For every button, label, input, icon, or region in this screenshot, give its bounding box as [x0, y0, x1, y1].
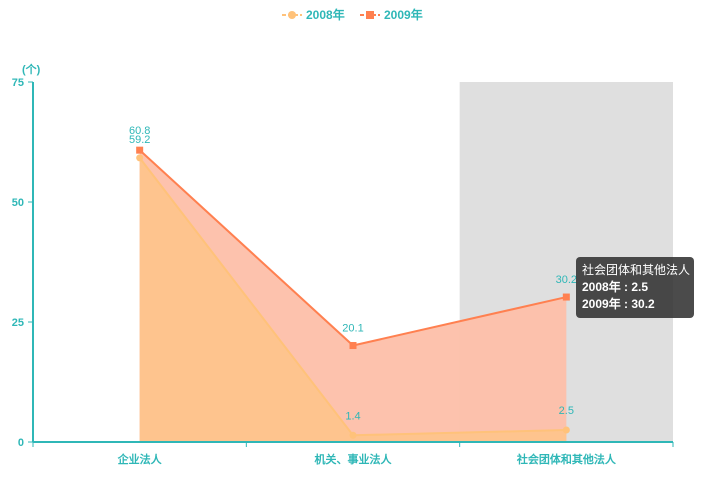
y-tick-label: 75: [12, 77, 24, 89]
area-2008年: [139, 157, 567, 442]
x-tick-label: 企业法人: [117, 452, 163, 466]
y-tick-label: 50: [12, 197, 24, 209]
tooltip-row-2008: 2008年 : 2.5: [582, 280, 649, 294]
data-label: 1.4: [345, 410, 360, 422]
legend-label: 2008年: [306, 7, 345, 22]
tooltip-value: 30.2: [631, 297, 655, 311]
y-tick-label: 0: [18, 437, 24, 449]
y-axis-unit: (个): [22, 62, 41, 76]
data-label: 60.8: [129, 125, 150, 137]
tooltip-series-name: 2008年: [582, 280, 621, 294]
tooltip-title: 社会团体和其他法人: [582, 263, 691, 277]
marker-point[interactable]: [136, 146, 144, 154]
legend-item-2008年[interactable]: 2008年: [282, 7, 345, 22]
legend-marker: [288, 11, 296, 19]
y-tick-label: 25: [12, 317, 24, 329]
marker-point[interactable]: [136, 154, 144, 162]
legend-item-2009年[interactable]: 2009年: [360, 7, 423, 22]
axes: 0 25 50 75 企业法人 机关、事业法人 社会团体和其他法人: [12, 77, 674, 466]
legend-label: 2009年: [384, 7, 423, 22]
tooltip-row-2009: 2009年 : 30.2: [582, 297, 655, 311]
marker-point[interactable]: [349, 431, 357, 439]
tooltip-series-name: 2009年: [582, 297, 621, 311]
data-label: 30.2: [556, 274, 577, 286]
tooltip-value: 2.5: [631, 280, 649, 294]
series-areas: [139, 150, 567, 442]
data-labels: 59.2 1.4 2.5 60.8 20.1 30.2: [129, 125, 577, 422]
x-tick-label: 社会团体和其他法人: [516, 452, 617, 466]
marker-point[interactable]: [349, 342, 357, 350]
series-markers[interactable]: [136, 146, 570, 439]
marker-point[interactable]: [562, 426, 570, 434]
tooltip: 社会团体和其他法人 2008年 : 2.5 2009年 : 30.2: [576, 257, 694, 318]
x-tick-label: 机关、事业法人: [315, 452, 393, 466]
legend: 2008年 2009年: [282, 7, 423, 22]
data-label: 2.5: [559, 405, 574, 417]
data-label: 20.1: [342, 323, 363, 335]
marker-point[interactable]: [562, 293, 570, 301]
legend-marker: [366, 11, 374, 19]
data-label: 59.2: [129, 134, 150, 146]
